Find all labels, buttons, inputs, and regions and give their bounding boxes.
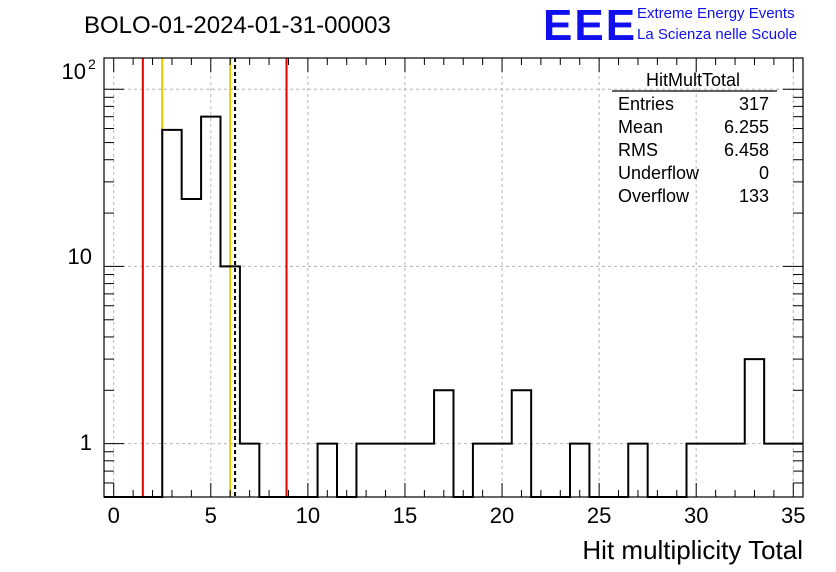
y-tick-label-100: 10 2 bbox=[62, 56, 96, 84]
x-tick-label: 35 bbox=[781, 503, 805, 528]
stats-label-underflow: Underflow bbox=[618, 163, 700, 183]
logo-line-2: La Scienza nelle Scuole bbox=[637, 26, 797, 43]
eee-logo-mark: EEE bbox=[543, 1, 637, 50]
x-axis-title: Hit multiplicity Total bbox=[582, 535, 803, 565]
stats-value-underflow: 0 bbox=[759, 163, 769, 183]
y-tick-label-100-base: 10 bbox=[62, 59, 86, 84]
stats-label-overflow: Overflow bbox=[618, 186, 690, 206]
chart-title: BOLO-01-2024-01-31-00003 bbox=[84, 12, 391, 39]
x-tick-label: 30 bbox=[684, 503, 708, 528]
x-tick-label: 0 bbox=[108, 503, 120, 528]
x-tick-label: 25 bbox=[587, 503, 611, 528]
stats-value-mean: 6.255 bbox=[724, 117, 769, 137]
stats-box: HitMultTotal Entries 317 Mean 6.255 RMS … bbox=[612, 70, 777, 206]
x-tick-label: 10 bbox=[296, 503, 320, 528]
x-tick-labels: 0 5 10 15 20 25 30 35 bbox=[108, 503, 806, 528]
stats-label-mean: Mean bbox=[618, 117, 663, 137]
stats-value-entries: 317 bbox=[739, 94, 769, 114]
y-tick-label-1: 1 bbox=[80, 430, 92, 455]
y-tick-label-100-exp: 2 bbox=[88, 56, 96, 72]
stats-label-rms: RMS bbox=[618, 140, 658, 160]
stats-value-overflow: 133 bbox=[739, 186, 769, 206]
x-tick-label: 15 bbox=[393, 503, 417, 528]
logo-line-1: Extreme Energy Events bbox=[637, 5, 795, 22]
stats-value-rms: 6.458 bbox=[724, 140, 769, 160]
eee-logo: EEE Extreme Energy Events La Scienza nel… bbox=[543, 1, 797, 50]
x-tick-label: 5 bbox=[205, 503, 217, 528]
axis-ticks bbox=[104, 58, 803, 498]
x-tick-label: 20 bbox=[490, 503, 514, 528]
stats-title: HitMultTotal bbox=[646, 70, 740, 90]
y-tick-label-10: 10 bbox=[68, 244, 92, 269]
stats-label-entries: Entries bbox=[618, 94, 674, 114]
plot-frame bbox=[103, 57, 804, 498]
